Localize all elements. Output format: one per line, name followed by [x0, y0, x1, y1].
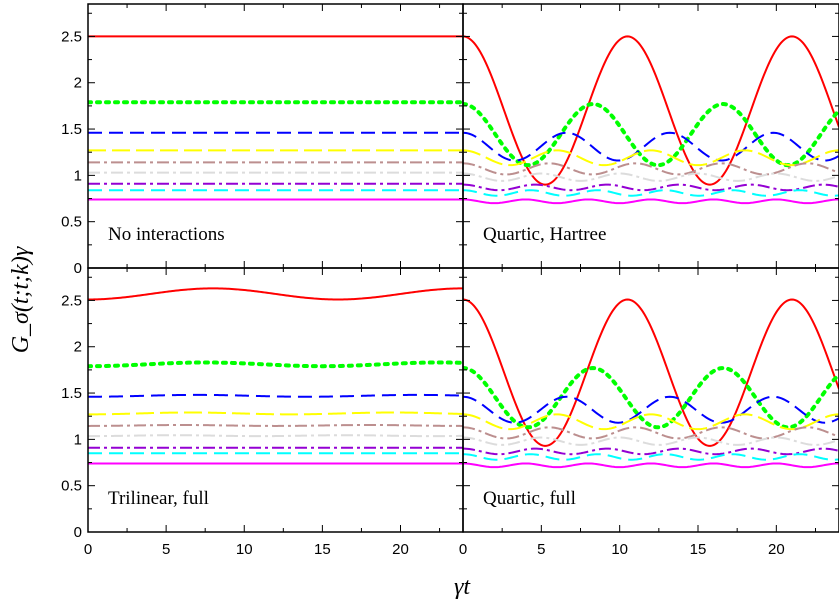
series-line-9 — [463, 462, 839, 469]
series-line-8 — [463, 189, 839, 197]
y-tick-label: 0 — [74, 260, 82, 277]
panel-1-series — [88, 35, 463, 201]
series-line-5 — [463, 426, 839, 440]
series-line-4 — [463, 413, 839, 431]
series-line-1 — [88, 287, 463, 301]
series-line-7 — [463, 447, 839, 456]
panel-label: Quartic, Hartree — [483, 224, 606, 245]
series-layer — [88, 35, 839, 469]
series-line-3 — [463, 395, 839, 424]
x-tick-label: 20 — [768, 541, 785, 558]
x-tick-label: 0 — [459, 541, 467, 558]
series-line-6 — [463, 172, 839, 182]
series-line-8 — [463, 453, 839, 461]
y-tick-label: 2 — [74, 75, 82, 92]
y-tick-label: 1 — [74, 431, 82, 448]
x-tick-label: 20 — [392, 541, 409, 558]
y-tick-label: 0.5 — [61, 214, 82, 231]
x-tick-label: 5 — [162, 541, 170, 558]
y-tick-label: 0.5 — [61, 478, 82, 495]
x-tick-label: 15 — [690, 541, 707, 558]
series-line-3 — [463, 131, 839, 162]
y-tick-label: 1.5 — [61, 121, 82, 138]
x-tick-label: 0 — [84, 541, 92, 558]
series-line-2 — [88, 360, 463, 369]
y-tick-label: 2 — [74, 339, 82, 356]
y-tick-label: 1 — [74, 167, 82, 184]
series-line-7 — [463, 183, 839, 192]
y-tick-label: 1.5 — [61, 385, 82, 402]
x-tick-label: 10 — [236, 541, 253, 558]
panel-frames — [87, 3, 839, 533]
series-line-9 — [463, 198, 839, 205]
series-line-6 — [88, 434, 463, 438]
x-axis-title: γt — [454, 574, 471, 600]
panel-label: No interactions — [108, 224, 225, 245]
series-line-5 — [463, 162, 839, 176]
label-layer: 0 0.5 1 1.5 2 2.5 No interactions Quartic, Hart… — [61, 28, 785, 558]
series-line-2 — [463, 366, 839, 430]
y-tick-label: 2.5 — [61, 292, 82, 309]
panel-4-series — [463, 298, 839, 469]
series-line-6 — [463, 436, 839, 446]
series-line-4 — [88, 411, 463, 416]
x-tick-label: 5 — [537, 541, 545, 558]
y-tick-label: 0 — [74, 524, 82, 541]
x-tick-label: 10 — [611, 541, 628, 558]
panel-label: Trilinear, full — [108, 488, 209, 509]
x-tick-label: 15 — [314, 541, 331, 558]
series-line-5 — [88, 424, 463, 427]
y-axis-title: G_σ(t;t;k)γ — [8, 246, 34, 353]
series-line-3 — [88, 393, 463, 398]
panel-2-series — [463, 35, 839, 205]
panel-3-series — [88, 287, 463, 465]
y-tick-label: 2.5 — [61, 28, 82, 45]
series-line-2 — [463, 102, 839, 168]
panel-label: Quartic, full — [483, 488, 576, 509]
panel-4-frame — [462, 267, 839, 533]
series-line-4 — [463, 149, 839, 167]
